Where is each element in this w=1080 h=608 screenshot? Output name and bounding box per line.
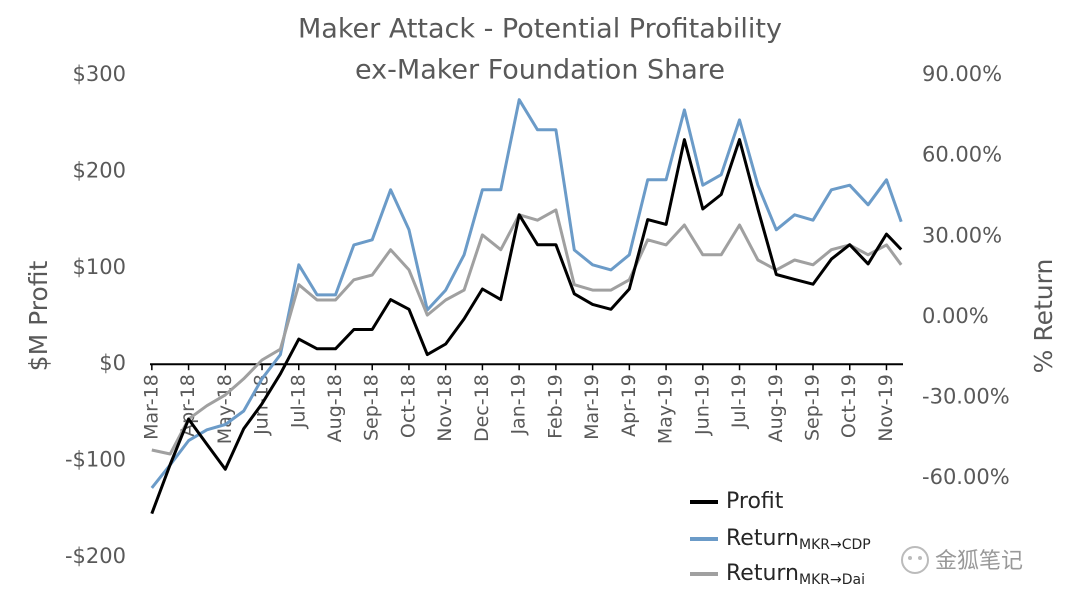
x-tick-label: Dec-18 xyxy=(471,374,493,442)
y2-axis-title: % Return xyxy=(1029,259,1058,374)
x-tick-label: Oct-19 xyxy=(838,374,860,438)
x-tick-label: Oct-18 xyxy=(397,374,419,438)
x-tick-label: Feb-19 xyxy=(544,374,566,439)
y2-tick-label: 60.00% xyxy=(922,143,1002,167)
x-tick-label: Aug-19 xyxy=(765,374,787,442)
y-axis-title: $M Profit xyxy=(24,260,53,371)
y2-tick-label: -60.00% xyxy=(922,465,1010,489)
x-tick-label: Nov-19 xyxy=(875,374,897,442)
x-tick-label: Mar-18 xyxy=(140,374,162,440)
x-tick-label: Apr-19 xyxy=(618,374,640,437)
x-tick-label: Jun-19 xyxy=(691,374,713,436)
y-tick-label: $0 xyxy=(99,351,126,375)
legend-label: ReturnMKR→Dai xyxy=(726,561,865,588)
y2-tick-label: 0.00% xyxy=(922,304,989,328)
x-tick-label: Apr-18 xyxy=(177,374,199,437)
x-tick-label: Jul-19 xyxy=(728,374,750,429)
legend-name: Profit xyxy=(726,489,784,514)
watermark: 金狐笔记 xyxy=(935,549,1023,574)
x-tick-label: Sep-19 xyxy=(802,374,824,441)
y-tick-label: $200 xyxy=(73,158,126,182)
legend-subscript: MKR→CDP xyxy=(799,537,871,553)
x-tick-label: Jan-19 xyxy=(508,374,530,435)
y-tick-label: -$100 xyxy=(65,448,126,472)
y2-tick-label: -30.00% xyxy=(922,385,1010,409)
series-line xyxy=(150,138,903,515)
x-tick-label: Mar-19 xyxy=(581,374,603,440)
y-tick-label: $100 xyxy=(73,255,126,279)
x-tick-label: May-19 xyxy=(655,374,677,444)
x-tick-label: May-18 xyxy=(214,374,236,444)
legend-subscript: MKR→Dai xyxy=(799,572,865,588)
y-tick-label: $300 xyxy=(73,62,126,86)
x-tick-label: Sep-18 xyxy=(361,374,383,441)
legend-label: ReturnMKR→CDP xyxy=(726,526,871,553)
chart-title: Maker Attack - Potential Profitability xyxy=(298,14,782,45)
x-tick-label: Jul-18 xyxy=(287,374,309,429)
legend-label: Profit xyxy=(726,489,784,514)
series-line xyxy=(151,208,903,456)
x-tick-label: Aug-18 xyxy=(324,374,346,442)
legend-name: Return xyxy=(726,561,799,586)
chart-subtitle: ex-Maker Foundation Share xyxy=(355,55,725,86)
series-line xyxy=(150,98,903,489)
y2-tick-label: 90.00% xyxy=(922,62,1002,86)
y-tick-label: -$200 xyxy=(65,544,126,568)
watermark-icon xyxy=(901,546,929,574)
x-tick-label: Nov-18 xyxy=(434,374,456,442)
legend-name: Return xyxy=(726,526,799,551)
y2-tick-label: 30.00% xyxy=(922,223,1002,247)
